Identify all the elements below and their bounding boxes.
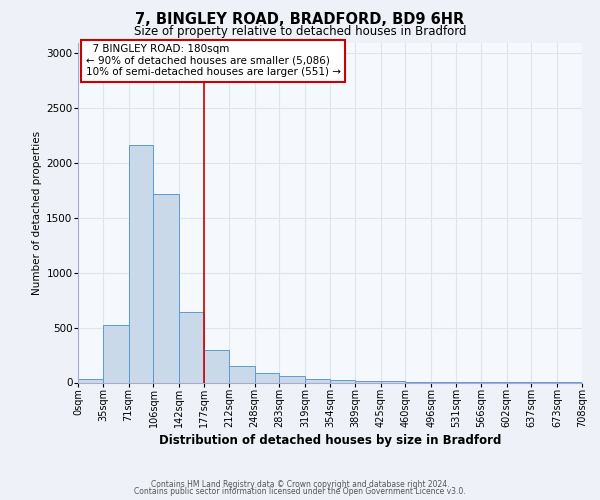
Bar [78, 379, 103, 382]
Bar [154, 194, 179, 382]
Bar [254, 372, 280, 382]
Text: 7, BINGLEY ROAD, BRADFORD, BD9 6HR: 7, BINGLEY ROAD, BRADFORD, BD9 6HR [136, 12, 464, 28]
Bar [305, 378, 330, 382]
Bar [103, 326, 128, 382]
Bar [330, 380, 355, 382]
Text: Contains public sector information licensed under the Open Government Licence v3: Contains public sector information licen… [134, 488, 466, 496]
Bar [179, 312, 204, 382]
Text: Size of property relative to detached houses in Bradford: Size of property relative to detached ho… [134, 25, 466, 38]
Bar [229, 366, 254, 382]
Bar [128, 144, 154, 382]
Bar [204, 350, 229, 382]
Text: Contains HM Land Registry data © Crown copyright and database right 2024.: Contains HM Land Registry data © Crown c… [151, 480, 449, 489]
Y-axis label: Number of detached properties: Number of detached properties [32, 130, 42, 294]
Text: 7 BINGLEY ROAD: 180sqm
← 90% of detached houses are smaller (5,086)
10% of semi-: 7 BINGLEY ROAD: 180sqm ← 90% of detached… [86, 44, 341, 78]
Bar [280, 376, 305, 382]
Bar [355, 381, 380, 382]
X-axis label: Distribution of detached houses by size in Bradford: Distribution of detached houses by size … [159, 434, 501, 448]
